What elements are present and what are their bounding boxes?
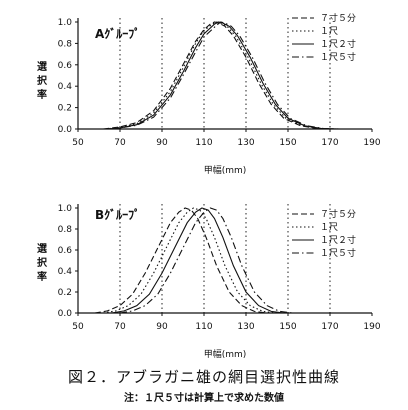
series-line-2 [103,207,276,314]
legend-label: １尺２寸 [320,234,356,246]
x-tick-label: 110 [195,138,212,148]
x-tick-label: 50 [72,322,84,332]
y-axis-title: 選択率 [37,60,48,101]
y-tick-label: 0.8 [58,39,73,49]
series-line-3 [111,207,284,314]
legend-label: ７寸５分 [320,208,356,220]
legend-label: ７寸５分 [320,12,356,24]
legend-label: １尺２寸 [320,38,356,50]
series-line-4 [109,21,341,130]
y-tick-label: 0.2 [58,288,72,298]
y-tick-label: 0.2 [58,104,72,114]
x-tick-label: 90 [156,322,168,332]
y-tick-label: 0.6 [58,61,73,71]
y-tick-label: 0.4 [58,82,73,92]
x-axis-title: 甲幅(mm) [204,348,247,360]
y-tick-label: 1.0 [58,204,73,214]
group-label: Aｸﾞﾙｰﾌﾟ [95,26,140,41]
chart-panel-b: 0.0 0.2 0.4 0.6 0.8 1.0 50 70 90 110 130 150 170 190 甲… [37,204,381,360]
x-tick-label: 130 [237,322,254,332]
x-tick-label: 70 [114,138,126,148]
series-line-4 [119,207,293,314]
x-tick-label: 150 [279,138,296,148]
series-line-3 [107,21,339,130]
chart-panel-a: 0.0 0.2 0.4 0.6 0.8 1.0 50 70 90 110 130 150 170 190 甲… [37,12,381,176]
series-line-1 [94,207,268,314]
x-tick-label: 130 [237,138,254,148]
x-tick-label: 170 [321,322,338,332]
legend-label: １尺５寸 [320,247,356,259]
x-tick-label: 90 [156,138,168,148]
y-tick-label: 0.4 [58,267,73,277]
y-tick-label: 0.8 [58,225,73,235]
x-tick-label: 70 [114,322,126,332]
x-tick-label: 110 [195,322,212,332]
series-line-2 [105,21,337,130]
x-tick-label: 190 [363,138,380,148]
x-tick-label: 150 [279,322,296,332]
y-tick-label: 1.0 [58,18,73,28]
x-tick-label: 50 [72,138,84,148]
figure-note: 注：１尺５寸は計算上で求めた数値 [124,393,284,404]
y-tick-label: 0.6 [58,246,73,256]
group-label: Bｸﾞﾙｰﾌﾟ [95,207,140,222]
legend-label: １尺 [320,26,338,37]
y-tick-label: 0.0 [58,309,73,319]
x-axis-title: 甲幅(mm) [204,164,247,176]
x-tick-label: 170 [321,138,338,148]
x-tick-label: 190 [363,322,380,332]
y-axis-title: 選択率 [37,242,48,283]
legend-label: １尺５寸 [320,51,356,63]
y-tick-label: 0.0 [58,125,73,135]
legend-label: １尺 [320,222,338,233]
figure-caption: 図２．アブラガニ雄の網目選択性曲線 [67,368,340,386]
